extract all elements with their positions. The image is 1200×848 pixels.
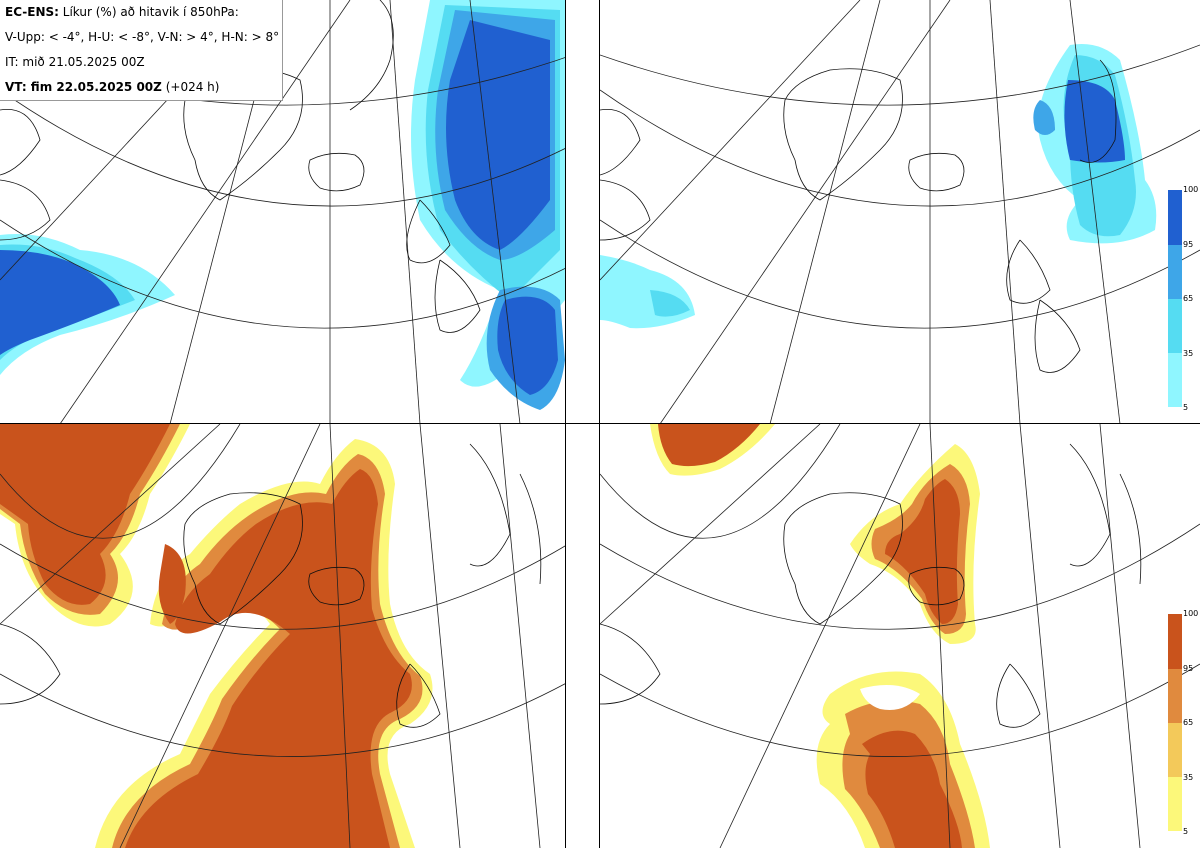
colorbar-tick: 5: [1183, 403, 1189, 412]
vertical-divider: [565, 0, 600, 848]
graticule: [0, 424, 600, 848]
horizontal-rule: [0, 423, 1200, 424]
colorbar-seg: [1168, 299, 1182, 353]
cold-anomaly-field: [600, 44, 1157, 329]
colorbar-seg: [1168, 669, 1182, 723]
graticule: [600, 424, 1200, 848]
valid-time: VT: fim 22.05.2025 00Z: [5, 80, 162, 94]
colorbar-seg: [1168, 723, 1182, 777]
warm-anomaly-field: [0, 424, 433, 848]
map-v-n: [0, 424, 600, 848]
colorbar-tick: 100: [1183, 609, 1199, 618]
colorbar-seg: [1168, 777, 1182, 831]
colorbar-tick: 65: [1183, 294, 1194, 303]
title-box: EC-ENS: Líkur (%) að hitavik í 850hPa: V…: [0, 0, 283, 101]
colorbar-seg: [1168, 614, 1182, 669]
model-label: EC-ENS:: [5, 5, 59, 19]
colorbar-tick: 65: [1183, 718, 1194, 727]
init-time: IT: mið 21.05.2025 00Z: [5, 55, 145, 69]
thresholds-text: V-Upp: < -4°, H-U: < -8°, V-N: > 4°, H-N…: [5, 30, 280, 44]
panel-h-n: 100 95 65 35 5: [600, 424, 1200, 848]
vertical-rule-2: [599, 0, 600, 848]
warm-anomaly-field: [650, 424, 990, 848]
colorbar-tick: 5: [1183, 827, 1189, 836]
coastlines: [600, 443, 1142, 728]
colorbar-seg: [1168, 353, 1182, 407]
map-h-n: [600, 424, 1200, 848]
cold-anomaly-field: [0, 0, 565, 410]
colorbar-cold: [1168, 190, 1182, 407]
colorbar-tick: 95: [1183, 664, 1194, 673]
map-h-u: [600, 0, 1200, 424]
colorbar-tick: 100: [1183, 185, 1199, 194]
panel-v-n: 100 95 65 35 5: [0, 424, 600, 848]
lead-time: (+024 h): [165, 80, 220, 94]
colorbar-tick: 95: [1183, 240, 1194, 249]
coastlines: [0, 443, 542, 728]
colorbar-tick: 35: [1183, 349, 1194, 358]
title-text: Líkur (%) að hitavik í 850hPa:: [62, 5, 239, 19]
panel-v-upp: EC-ENS: Líkur (%) að hitavik í 850hPa: V…: [0, 0, 600, 424]
colorbar-seg: [1168, 245, 1182, 299]
coastlines: [600, 59, 1117, 373]
panel-h-u: 100 95 65 35 5: [600, 0, 1200, 424]
vertical-rule: [565, 0, 566, 848]
colorbar-tick: 35: [1183, 773, 1194, 782]
colorbar-seg: [1168, 190, 1182, 245]
colorbar-warm: [1168, 614, 1182, 831]
graticule: [600, 0, 1200, 424]
